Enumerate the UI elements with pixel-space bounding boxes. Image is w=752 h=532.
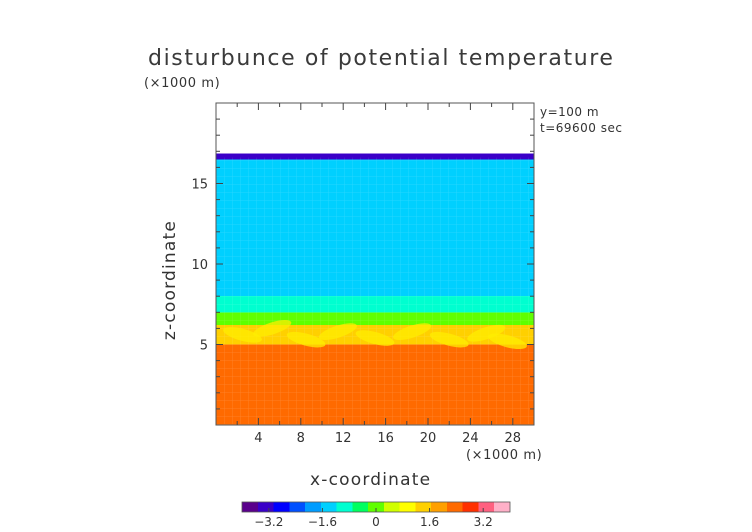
- colorbar-tick-label: −1.6: [308, 515, 337, 529]
- x-tick-label: 28: [505, 431, 522, 446]
- y-tick-label: 15: [191, 178, 208, 193]
- warm-anomaly: [286, 331, 326, 348]
- warm-anomaly: [223, 327, 262, 343]
- x-tick-label: 20: [420, 431, 437, 446]
- warm-anomaly: [467, 324, 506, 342]
- warm-anomaly: [429, 331, 469, 348]
- annotation-time: t=69600 sec: [540, 121, 623, 135]
- x-tick-label: 24: [462, 431, 479, 446]
- colorbar-tick-label: 0: [372, 515, 380, 529]
- y-axis-unit: (×1000 m): [144, 76, 221, 91]
- x-axis-label: x-coordinate: [310, 470, 432, 490]
- y-tick-label: 5: [200, 339, 208, 354]
- colorbar-tick-label: 3.2: [474, 515, 493, 529]
- x-tick-label: 4: [254, 431, 262, 446]
- colorbar-tick-label: 1.6: [420, 515, 439, 529]
- warm-anomaly: [318, 323, 358, 341]
- chart-title: disturbunce of potential temperature: [148, 46, 615, 71]
- inversion-band: [216, 153, 534, 158]
- annotation-y: y=100 m: [540, 105, 600, 119]
- x-axis-unit: (×1000 m): [466, 448, 543, 463]
- x-tick-label: 8: [297, 431, 305, 446]
- warm-anomaly: [392, 323, 432, 341]
- x-tick-label: 12: [335, 431, 352, 446]
- colorbar-tick-label: −3.2: [254, 515, 283, 529]
- warm-anomaly: [488, 333, 527, 350]
- y-tick-label: 10: [191, 258, 208, 273]
- x-tick-label: 16: [377, 431, 394, 446]
- warm-anomaly: [355, 330, 395, 346]
- field-texture: [216, 154, 534, 425]
- warm-anomaly: [253, 319, 292, 337]
